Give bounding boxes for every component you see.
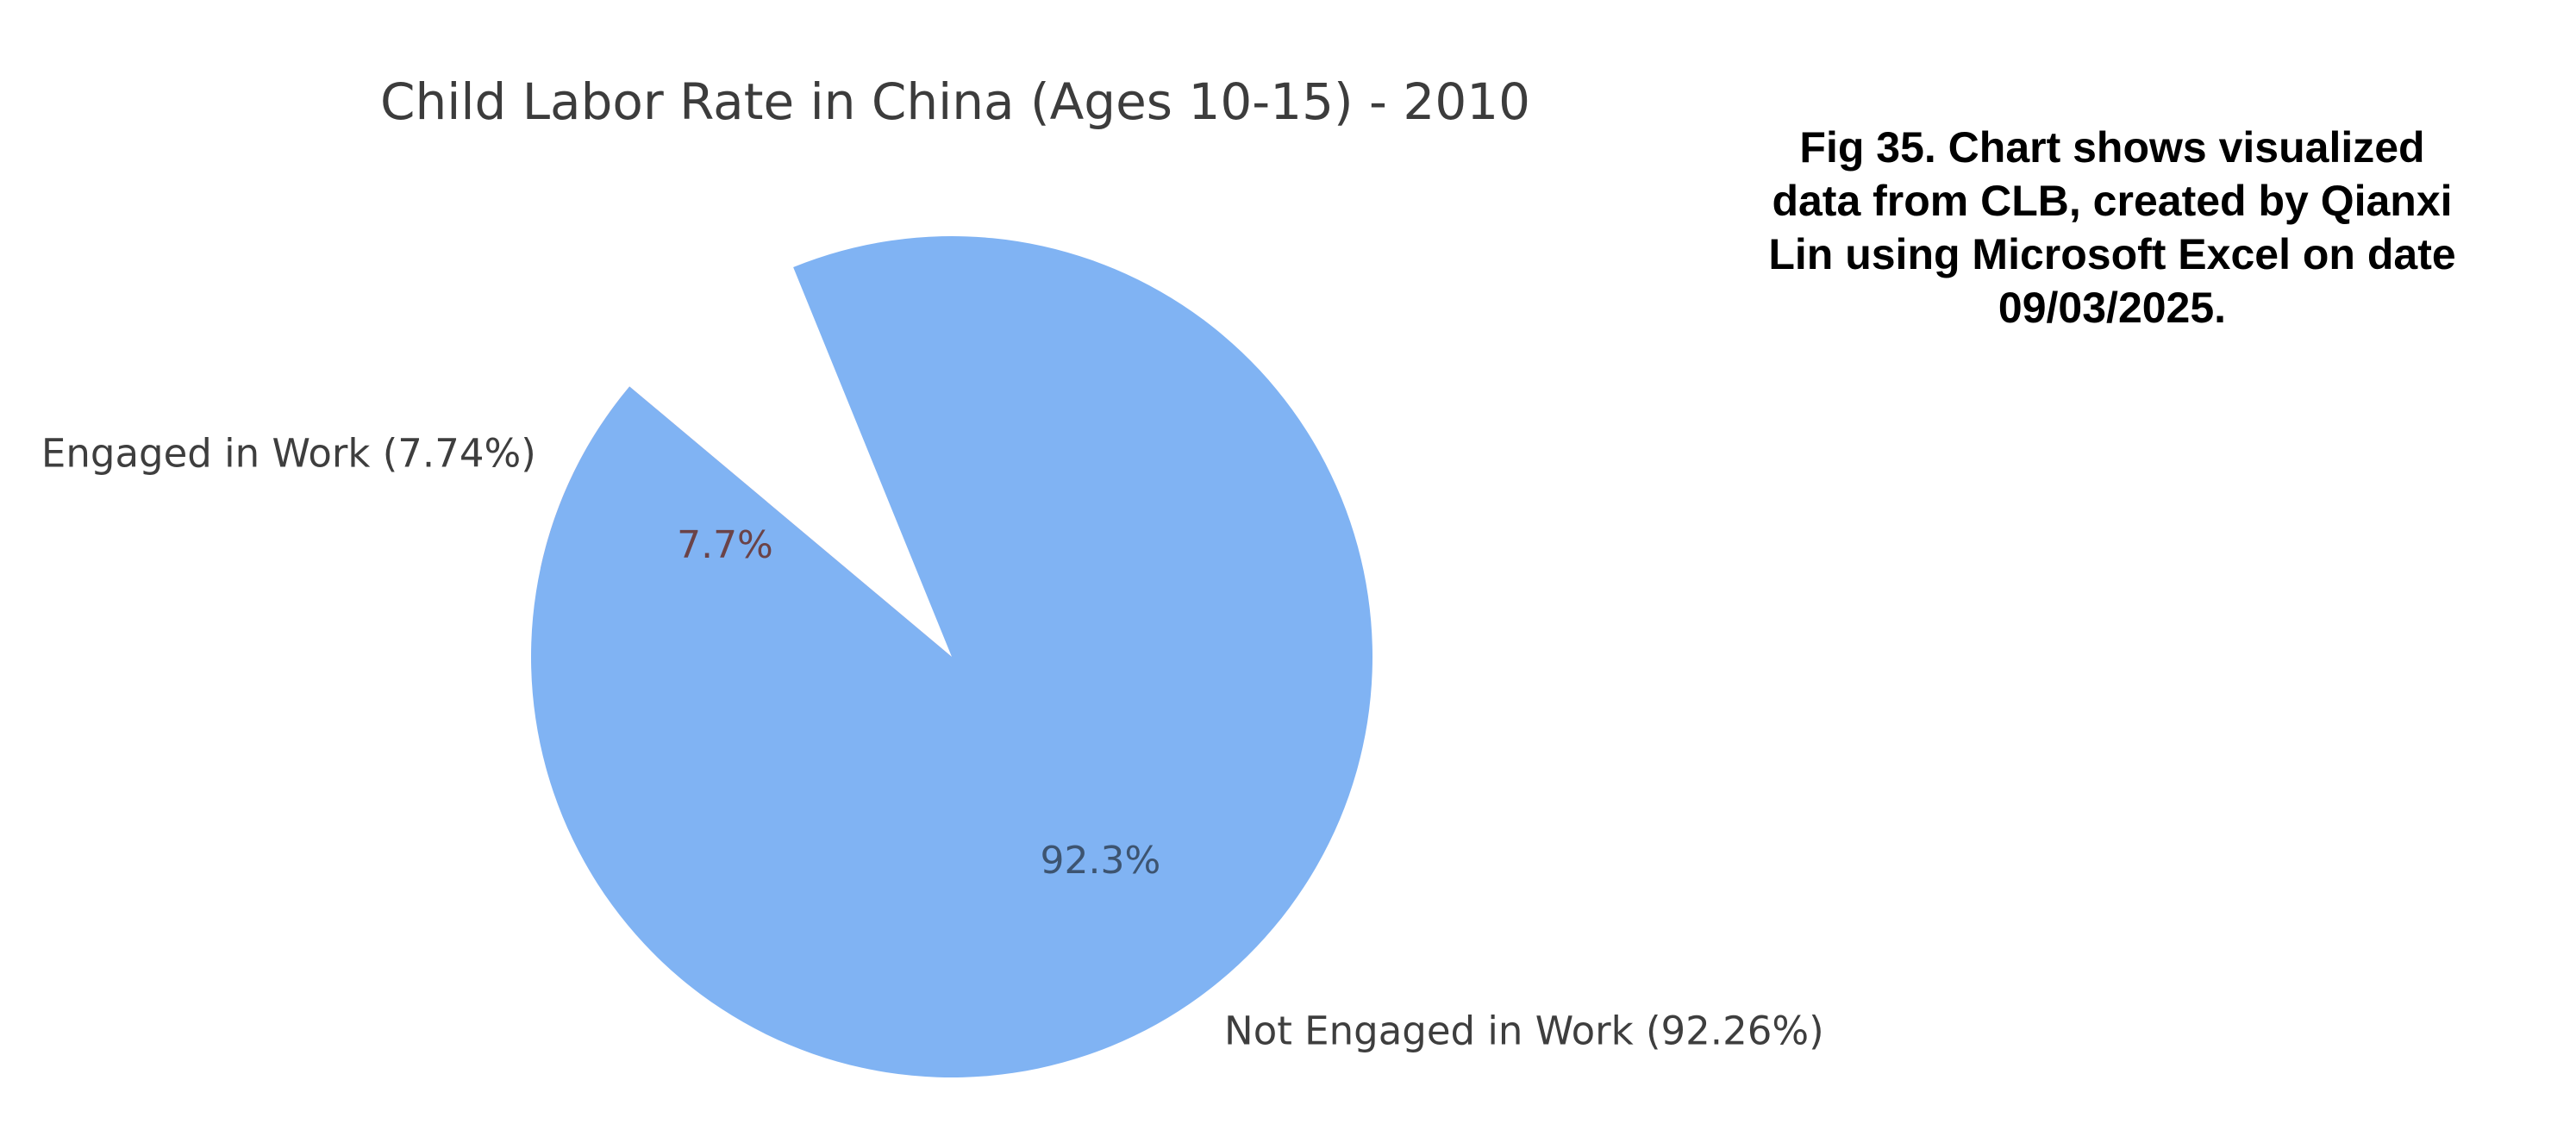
slice-label-engaged-in-work: Engaged in Work (7.74%) <box>41 430 536 477</box>
caption-line: Fig 35. Chart shows visualized <box>1799 123 2425 172</box>
pie-slice-not-engaged-in-work <box>530 236 1372 1078</box>
figure-caption: Fig 35. Chart shows visualized data from… <box>1768 121 2455 334</box>
slice-pct-engaged-in-work: 7.7% <box>677 523 773 568</box>
caption-line: Lin using Microsoft Excel on date <box>1768 230 2456 278</box>
chart-title: Child Labor Rate in China (Ages 10-15) -… <box>379 72 1531 131</box>
caption-line: data from CLB, created by Qianxi <box>1772 177 2453 225</box>
slice-pct-not-engaged-in-work: 92.3% <box>1040 838 1161 883</box>
slice-label-not-engaged-in-work: Not Engaged in Work (92.26%) <box>1224 1008 1824 1054</box>
caption-line: 09/03/2025. <box>1998 284 2227 332</box>
